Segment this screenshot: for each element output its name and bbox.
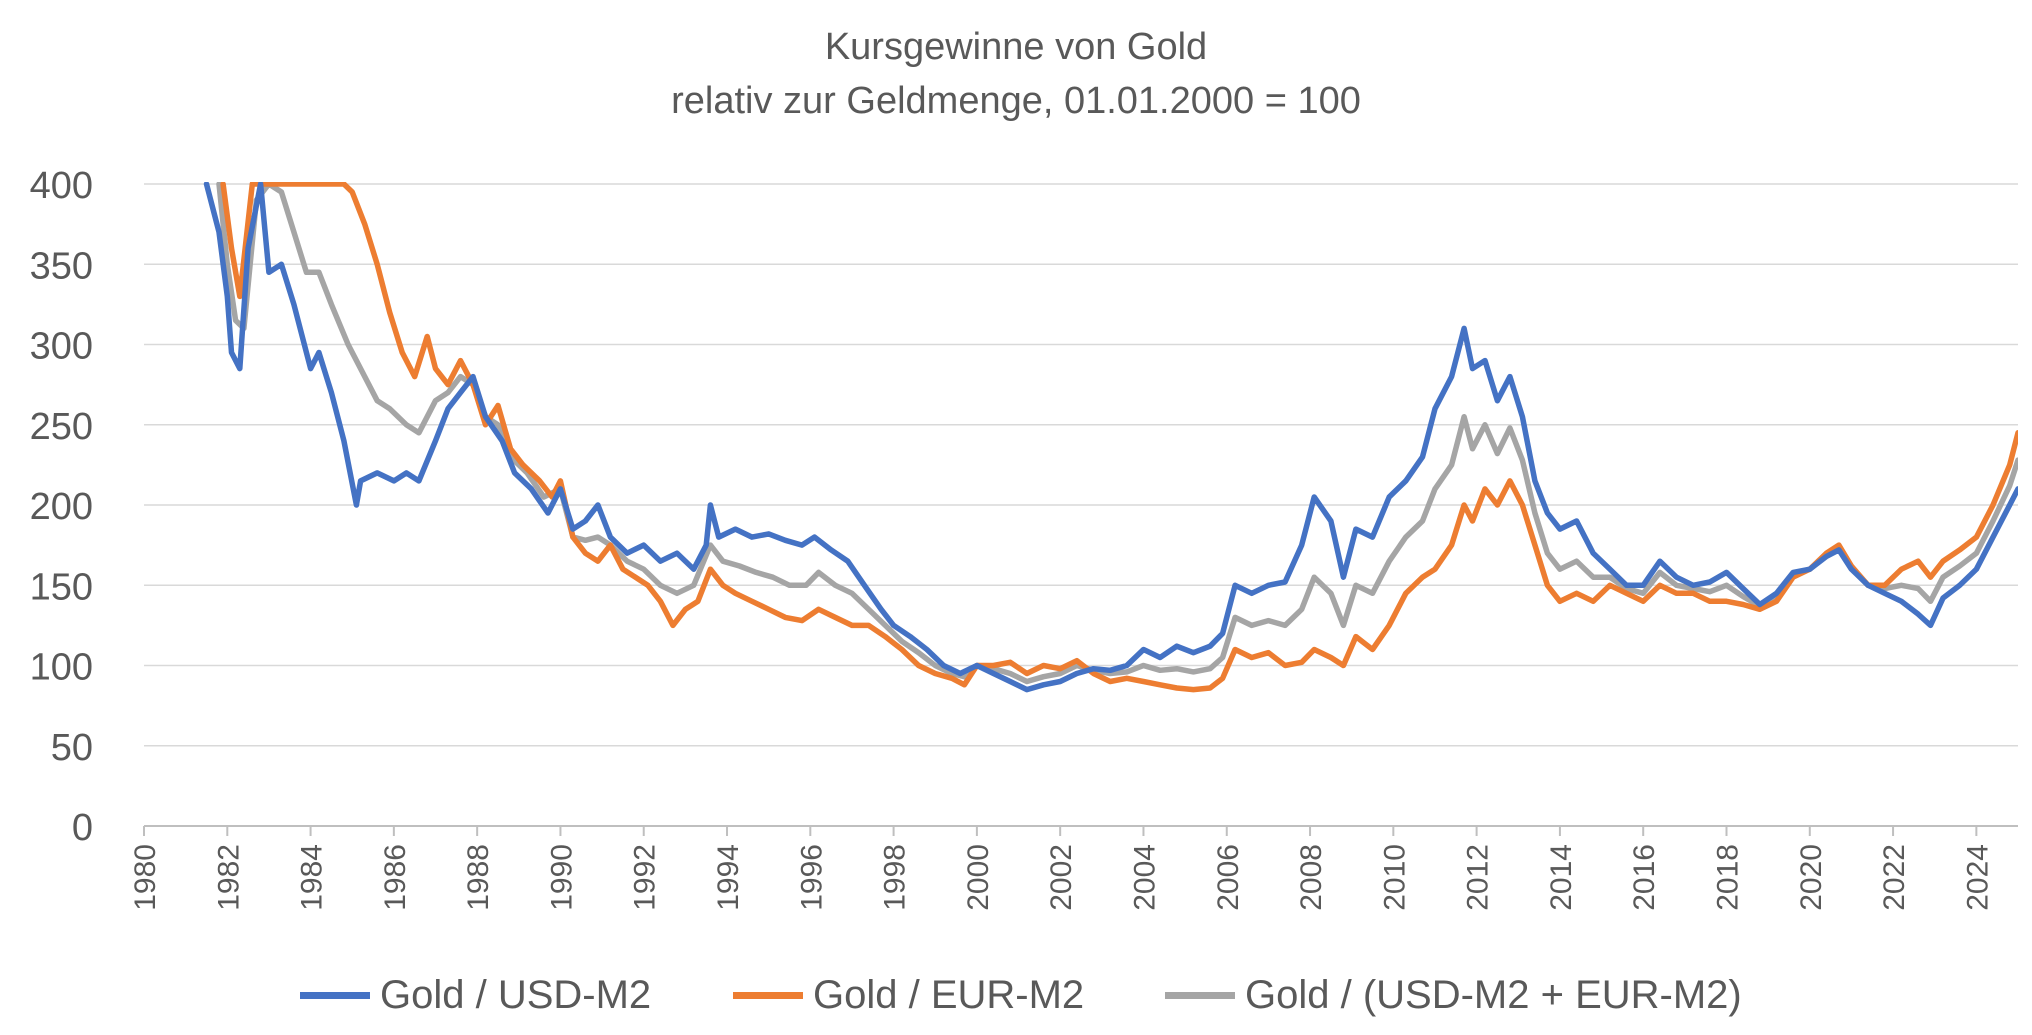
y-tick-label: 400 [30, 165, 93, 207]
x-tick-label: 2002 [1045, 844, 1078, 911]
x-tick-label: 1986 [379, 844, 412, 911]
y-tick-label: 250 [30, 406, 93, 448]
x-tick-label: 2024 [1961, 844, 1994, 911]
x-tick-label: 2004 [1128, 844, 1161, 911]
x-tick-label: 2016 [1628, 844, 1661, 911]
series-lines [203, 182, 2018, 693]
x-tick-label: 1998 [879, 844, 912, 911]
x-tick-label: 1984 [296, 844, 329, 911]
x-tick-label: 1994 [712, 844, 745, 911]
legend-item-combined[interactable]: Gold / (USD-M2 + EUR-M2) [1165, 965, 1742, 1025]
x-tick-label: 2012 [1462, 844, 1495, 911]
series-line-0 [203, 182, 2018, 693]
x-axis [143, 825, 2018, 836]
chart-title: Kursgewinne von Gold [824, 26, 1208, 68]
x-tick-label: 1996 [795, 844, 828, 911]
y-tick-label: 350 [30, 245, 93, 287]
y-tick-label: 0 [72, 807, 93, 849]
x-tick-label: 2020 [1795, 844, 1828, 911]
x-tick-label: 2008 [1295, 844, 1328, 911]
x-tick-label: 1982 [212, 844, 245, 911]
legend-swatch-usd [300, 991, 370, 999]
y-tick-label: 150 [30, 566, 93, 608]
y-tick-label: 200 [30, 486, 93, 528]
x-tick-label: 1988 [462, 844, 495, 911]
y-tick-label: 100 [30, 647, 93, 689]
x-tick-label: 2010 [1378, 844, 1411, 911]
x-tick-label: 1980 [129, 844, 162, 911]
x-tick-label: 1992 [629, 844, 662, 911]
gridlines [144, 183, 2018, 747]
x-tick-label: 2006 [1212, 844, 1245, 911]
x-tick-label: 2018 [1711, 844, 1744, 911]
y-tick-label: 300 [30, 326, 93, 368]
legend: Gold / USD-M2 Gold / EUR-M2 Gold / (USD-… [0, 965, 2032, 1025]
x-tick-label: 2022 [1878, 844, 1911, 911]
series-line-1 [220, 182, 2018, 693]
legend-label-eur: Gold / EUR-M2 [813, 972, 1085, 1017]
chart-subtitle: relativ zur Geldmenge, 01.01.2000 = 100 [671, 80, 1361, 122]
y-tick-label: 50 [51, 727, 93, 769]
legend-swatch-eur [733, 991, 803, 999]
legend-item-eur[interactable]: Gold / EUR-M2 [733, 965, 1084, 1025]
x-axis-labels: 1980 1982 1984 1986 1988 1990 1992 1994 1996 1998… [129, 844, 1994, 911]
legend-label-usd: Gold / USD-M2 [380, 972, 652, 1017]
legend-label-combined: Gold / (USD-M2 + EUR-M2) [1245, 972, 1742, 1017]
y-axis: 0 50 100 150 200 250 300 350 400 [30, 165, 93, 849]
legend-swatch-combined [1165, 991, 1235, 999]
x-tick-label: 1990 [545, 844, 578, 911]
x-tick-label: 2014 [1545, 844, 1578, 911]
x-tick-label: 2000 [962, 844, 995, 911]
legend-item-usd[interactable]: Gold / USD-M2 [300, 965, 651, 1025]
